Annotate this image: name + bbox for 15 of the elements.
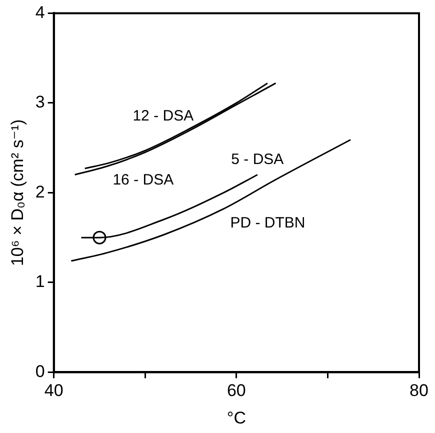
x-tick-label: 40 [44,381,64,400]
y-axis-title: 10⁶ × D₀α (cm² s⁻¹) [8,119,27,266]
series-label: 12 - DSA [132,108,194,125]
y-tick-label: 0 [35,362,45,381]
y-tick-label: 1 [35,272,45,292]
series-label: PD - DTBN [230,214,306,232]
y-tick-label: 2 [35,182,45,202]
y-tick-label: 4 [35,2,45,22]
line-series [70,139,352,262]
series-label: 5 - DSA [231,150,284,168]
x-tick-label: 60 [226,381,246,400]
x-tick-label: 80 [410,381,428,400]
x-axis-title: °C [226,408,246,428]
series-label: 16 - DSA [112,171,174,188]
y-tick-label: 3 [35,92,45,112]
